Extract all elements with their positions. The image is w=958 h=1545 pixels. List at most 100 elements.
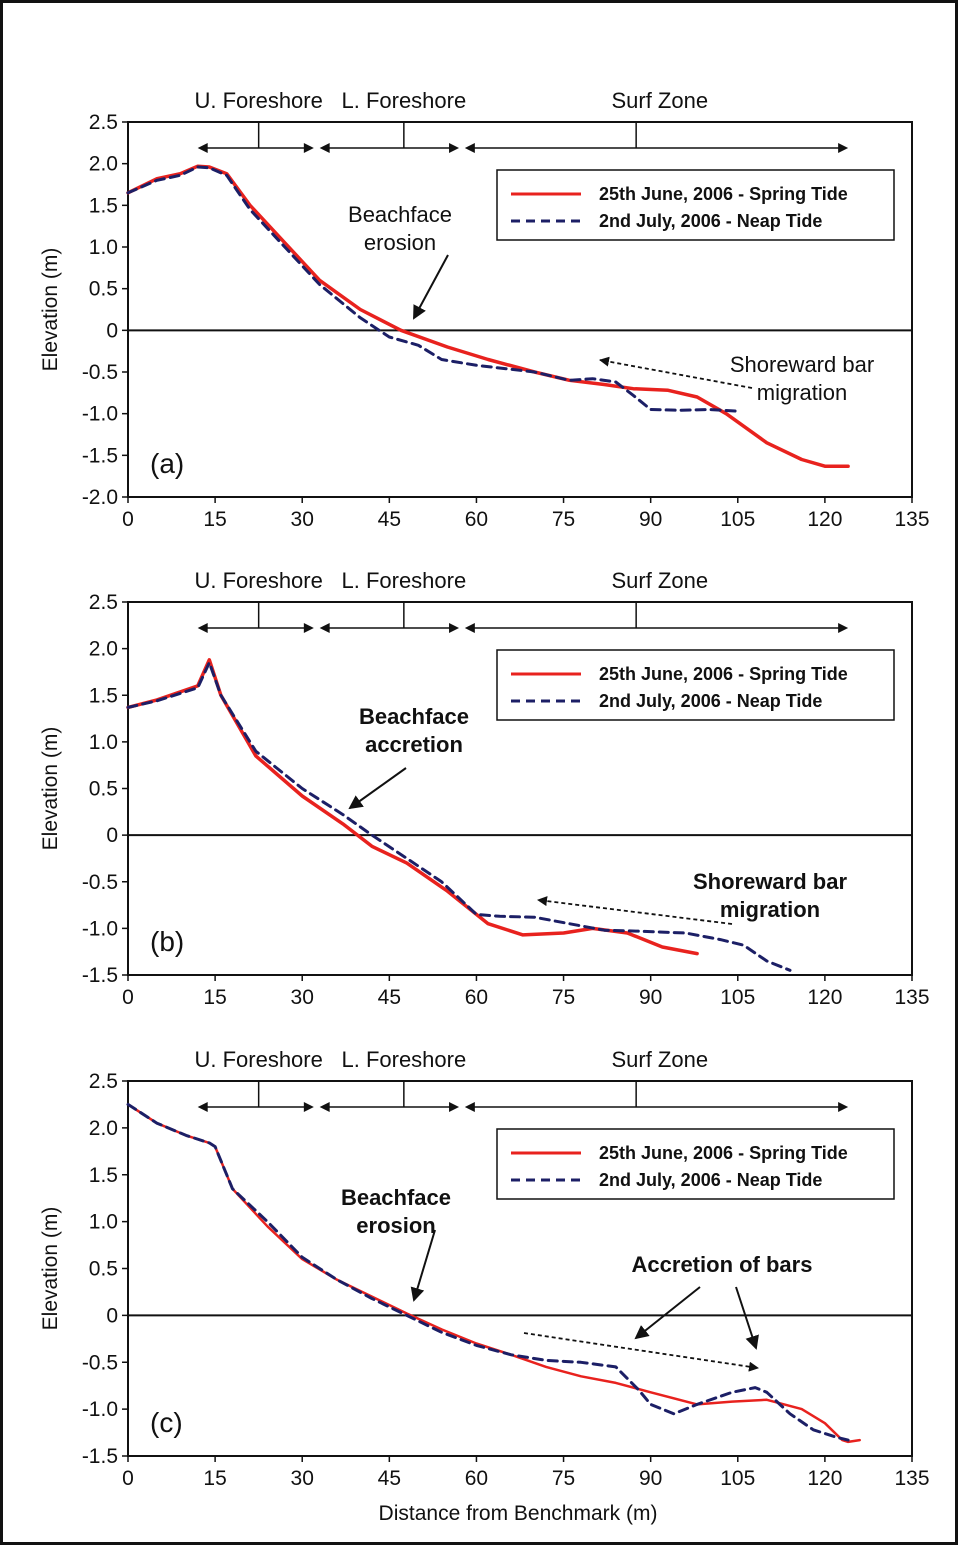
zone-arrowhead <box>464 143 475 153</box>
zone-arrowhead <box>838 143 849 153</box>
zone-arrowhead <box>838 623 849 633</box>
legend-entry: 2nd July, 2006 - Neap Tide <box>599 211 822 231</box>
y-tick-label: 2.5 <box>89 591 118 614</box>
x-tick-label: 15 <box>203 986 226 1009</box>
annotation-text: Accretion of bars <box>632 1252 813 1277</box>
annotation-text: Beachface <box>359 704 469 729</box>
panel-c: 2.52.01.51.00.50-0.5-1.0-1.50 15 30 45 60 75 9… <box>39 1047 930 1490</box>
x-tick-label: 60 <box>465 1467 488 1490</box>
y-tick-label: -0.5 <box>82 871 118 894</box>
legend-entry: 2nd July, 2006 - Neap Tide <box>599 1170 822 1190</box>
x-tick-label: 90 <box>639 508 662 531</box>
annotation-text: Shoreward bar <box>730 352 874 377</box>
x-tick-label: 120 <box>807 986 842 1009</box>
annotation-text: migration <box>720 897 820 922</box>
y-tick-label: 2.0 <box>89 638 118 661</box>
x-tick-label: 0 <box>122 1467 134 1490</box>
zone-arrowhead <box>303 1102 314 1112</box>
x-tick-label: 90 <box>639 986 662 1009</box>
y-tick-label: 2.0 <box>89 153 118 176</box>
x-tick-label: 45 <box>378 1467 401 1490</box>
zone-arrowhead <box>197 1102 208 1112</box>
zone-label: U. Foreshore <box>194 1047 322 1072</box>
annotation-text: Shoreward bar <box>693 869 847 894</box>
zone-label: L. Foreshore <box>341 1047 466 1072</box>
x-tick-label: 30 <box>291 508 314 531</box>
zone-arrowhead <box>449 623 460 633</box>
legend-entry: 25th June, 2006 - Spring Tide <box>599 664 848 684</box>
panel-a: 2.52.01.51.00.50-0.5-1.0-1.5-2.00 15 30 45 6… <box>39 88 930 531</box>
plot-frame <box>127 121 913 498</box>
y-tick-label: 2.0 <box>89 1117 118 1140</box>
y-axis-title: Elevation (m) <box>39 1207 62 1331</box>
annotation-text: Beachface <box>341 1185 451 1210</box>
zone-arrowhead <box>838 1102 849 1112</box>
annotation-arrow <box>413 254 449 320</box>
zone-label: U. Foreshore <box>194 568 322 593</box>
annotation-dashed-arrow <box>537 896 733 925</box>
series-neap-tide-line <box>126 1102 850 1442</box>
x-tick-label: 60 <box>465 986 488 1009</box>
y-tick-label: -1.0 <box>82 917 118 940</box>
zone-label: U. Foreshore <box>194 88 322 113</box>
y-tick-label: 1.5 <box>89 1164 118 1187</box>
y-tick-label: 0.5 <box>89 778 118 801</box>
y-tick-label: 2.5 <box>89 111 118 134</box>
y-tick-label: 1.5 <box>89 684 118 707</box>
annotation-text: migration <box>757 380 847 405</box>
y-tick-label: -1.0 <box>82 403 118 426</box>
annotation-text: Beachface <box>348 202 452 227</box>
x-tick-label: 45 <box>378 508 401 531</box>
x-tick-label: 105 <box>720 986 755 1009</box>
legend-entry: 25th June, 2006 - Spring Tide <box>599 1143 848 1163</box>
y-tick-label: -0.5 <box>82 1351 118 1374</box>
y-tick-label: 0 <box>106 824 118 847</box>
annotation-dashed-arrow <box>523 1332 759 1372</box>
y-tick-label: 1.0 <box>89 236 118 259</box>
zone-label: Surf Zone <box>611 1047 708 1072</box>
zone-label: L. Foreshore <box>341 88 466 113</box>
y-axis-title: Elevation (m) <box>39 248 62 372</box>
annotation-arrow <box>735 1286 759 1350</box>
x-tick-label: 135 <box>894 1467 929 1490</box>
zone-arrowhead <box>197 143 208 153</box>
legend-entry: 2nd July, 2006 - Neap Tide <box>599 691 822 711</box>
x-tick-label: 105 <box>720 1467 755 1490</box>
zone-label: Surf Zone <box>611 88 708 113</box>
zone-arrowhead <box>197 623 208 633</box>
x-tick-label: 0 <box>122 986 134 1009</box>
y-tick-label: -1.5 <box>82 1445 118 1468</box>
legend-box <box>496 649 895 721</box>
x-tick-label: 135 <box>894 986 929 1009</box>
y-tick-label: -1.0 <box>82 1398 118 1421</box>
zone-label: L. Foreshore <box>341 568 466 593</box>
panel-label: (b) <box>150 926 184 957</box>
legend-box <box>496 1128 895 1200</box>
x-tick-label: 135 <box>894 508 929 531</box>
zone-arrowhead <box>449 143 460 153</box>
x-tick-label: 105 <box>720 508 755 531</box>
annotation-arrow <box>410 1229 436 1302</box>
x-tick-label: 75 <box>552 508 575 531</box>
zone-arrowhead <box>319 143 330 153</box>
zone-arrowhead <box>303 623 314 633</box>
panel-b: 2.52.01.51.00.50-0.5-1.0-1.50 15 30 45 60 75 9… <box>39 568 930 1009</box>
x-tick-label: 90 <box>639 1467 662 1490</box>
zone-label: Surf Zone <box>611 568 708 593</box>
panel-label: (c) <box>150 1407 183 1438</box>
x-tick-label: 0 <box>122 508 134 531</box>
annotation-dashed-arrow <box>599 356 753 389</box>
annotation-text: erosion <box>364 230 436 255</box>
y-tick-label: 0.5 <box>89 278 118 301</box>
y-tick-label: 0.5 <box>89 1258 118 1281</box>
panel-label: (a) <box>150 448 184 479</box>
x-tick-label: 75 <box>552 1467 575 1490</box>
x-tick-label: 120 <box>807 508 842 531</box>
y-axis-title: Elevation (m) <box>39 727 62 851</box>
x-tick-label: 15 <box>203 1467 226 1490</box>
y-tick-label: 0 <box>106 1304 118 1327</box>
x-tick-label: 30 <box>291 1467 314 1490</box>
legend-box <box>496 169 895 241</box>
